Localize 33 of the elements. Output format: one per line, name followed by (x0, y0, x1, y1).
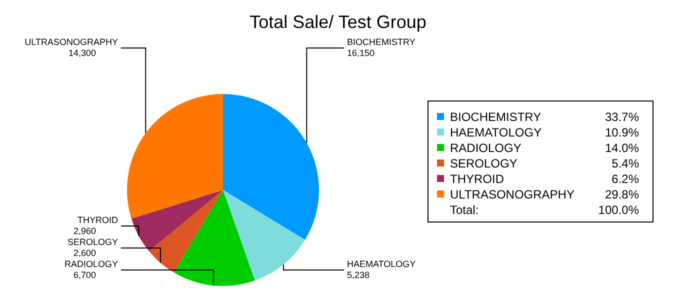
slice-label: ULTRASONOGRAPHY (24, 37, 118, 47)
slice-label: THYROID (78, 215, 118, 225)
pie-slice (149, 190, 223, 272)
text: 14.0% (604, 141, 640, 155)
legend-label: BIOCHEMISTRY (450, 110, 542, 124)
text: 33.7% (604, 110, 640, 124)
data-label: 16,150 (347, 48, 375, 58)
pie-slice (127, 94, 223, 219)
text: 100.0% (598, 203, 640, 217)
chart-title: Total Sale/ Test Group (250, 12, 426, 32)
legend-label: ULTRASONOGRAPHY (450, 188, 574, 202)
data-label: 2,600 (73, 248, 96, 258)
pie-slice (223, 190, 306, 281)
slice-label: SEROLOGY (67, 237, 118, 247)
legend-label: HAEMATOLOGY (450, 126, 542, 140)
legend-label: THYROID (450, 172, 504, 186)
text: 10.9% (604, 126, 640, 140)
text: Total: (450, 203, 479, 217)
text: 6.2% (612, 172, 640, 186)
data-label: 6,700 (73, 270, 96, 280)
pie-slice (174, 190, 255, 286)
data-label: 14,300 (68, 48, 96, 58)
legend-label: SEROLOGY (450, 156, 518, 170)
slice-label: HAEMATOLOGY (347, 259, 416, 269)
pie-slice (223, 94, 319, 240)
pie-slice (131, 190, 223, 252)
text: 29.8% (604, 188, 640, 202)
data-label: 2,960 (73, 226, 96, 236)
slice-label: BIOCHEMISTRY (347, 37, 416, 47)
slice-label: RADIOLOGY (64, 259, 118, 269)
data-label: 5,238 (347, 270, 370, 280)
legend-label: RADIOLOGY (450, 141, 522, 155)
text: 5.4% (612, 156, 640, 170)
